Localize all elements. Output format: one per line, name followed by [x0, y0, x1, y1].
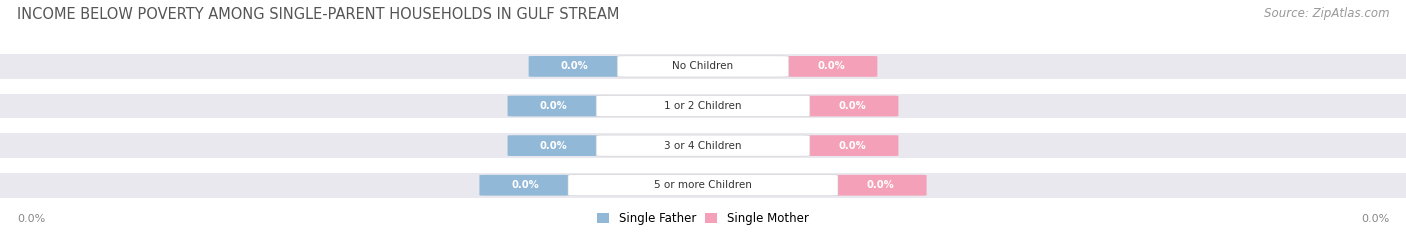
Text: 0.0%: 0.0% — [838, 141, 866, 151]
Legend: Single Father, Single Mother: Single Father, Single Mother — [598, 212, 808, 225]
Text: 0.0%: 0.0% — [561, 62, 589, 71]
Text: 0.0%: 0.0% — [838, 101, 866, 111]
Text: Source: ZipAtlas.com: Source: ZipAtlas.com — [1264, 7, 1389, 20]
Text: 0.0%: 0.0% — [866, 180, 894, 190]
Text: 0.0%: 0.0% — [17, 214, 45, 224]
Bar — [0, 133, 1406, 158]
Text: 0.0%: 0.0% — [540, 141, 568, 151]
Text: 3 or 4 Children: 3 or 4 Children — [664, 141, 742, 151]
Text: 0.0%: 0.0% — [512, 180, 540, 190]
Text: 1 or 2 Children: 1 or 2 Children — [664, 101, 742, 111]
FancyBboxPatch shape — [807, 135, 898, 156]
Bar — [0, 173, 1406, 198]
Text: INCOME BELOW POVERTY AMONG SINGLE-PARENT HOUSEHOLDS IN GULF STREAM: INCOME BELOW POVERTY AMONG SINGLE-PARENT… — [17, 7, 619, 22]
Text: 5 or more Children: 5 or more Children — [654, 180, 752, 190]
FancyBboxPatch shape — [835, 175, 927, 196]
FancyBboxPatch shape — [785, 56, 877, 77]
Text: 0.0%: 0.0% — [1361, 214, 1389, 224]
FancyBboxPatch shape — [508, 135, 599, 156]
FancyBboxPatch shape — [568, 175, 838, 196]
Bar — [0, 54, 1406, 79]
FancyBboxPatch shape — [596, 96, 810, 116]
FancyBboxPatch shape — [617, 56, 789, 77]
FancyBboxPatch shape — [529, 56, 621, 77]
Text: 0.0%: 0.0% — [540, 101, 568, 111]
FancyBboxPatch shape — [807, 96, 898, 116]
FancyBboxPatch shape — [596, 135, 810, 156]
Text: No Children: No Children — [672, 62, 734, 71]
FancyBboxPatch shape — [508, 96, 599, 116]
Text: 0.0%: 0.0% — [817, 62, 845, 71]
FancyBboxPatch shape — [479, 175, 571, 196]
Bar — [0, 94, 1406, 118]
